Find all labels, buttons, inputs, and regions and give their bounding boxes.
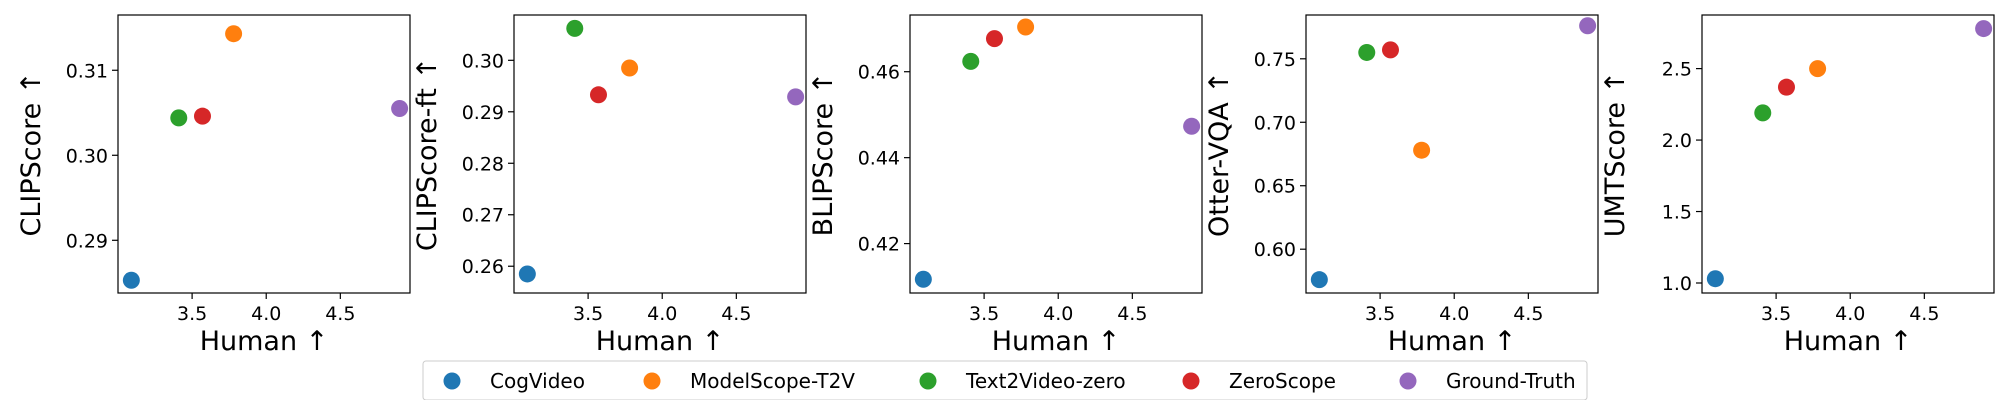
y-tick-label: 2.0: [1662, 130, 1692, 152]
panel-2: 3.5 4.0 4.5 0.26 0.27 0.28 0.29 0.30 Human ↑ CLIP…: [412, 14, 807, 357]
y-tick-label: 0.75: [1254, 49, 1296, 71]
y-tick-label: 0.44: [858, 148, 900, 170]
y-tick-label: 0.30: [462, 50, 504, 72]
y-tick-label: 1.0: [1662, 273, 1692, 295]
legend: CogVideo ModelScope-T2V Text2Video-zero Zer…: [422, 360, 1588, 400]
axes-frame: [909, 14, 1203, 294]
y-tick-label: 1.5: [1662, 202, 1692, 224]
axes-frame: [117, 14, 411, 294]
legend-marker: [643, 372, 661, 390]
point-zeroscope: [1777, 78, 1795, 96]
legend-label: CogVideo: [490, 369, 585, 393]
point-zeroscope: [1381, 41, 1399, 59]
axes-frame: [1305, 14, 1599, 294]
legend-entry-cogvideo: CogVideo: [443, 369, 585, 393]
x-tick-label: 4.0: [647, 303, 677, 325]
legend-entry-ground-truth: Ground-Truth: [1399, 369, 1576, 393]
point-ground-truth: [1183, 117, 1201, 135]
x-axis-label: Human ↑: [1784, 326, 1913, 357]
panel-1: 3.5 4.0 4.5 0.29 0.30 0.31 Human ↑ CLIPScore ↑: [16, 14, 411, 357]
x-tick-label: 4.5: [1513, 303, 1543, 325]
panel-5: 3.5 4.0 4.5 1.0 1.5 2.0 2.5 Human ↑ UMTScore ↑: [1600, 14, 1995, 357]
y-tick-label: 0.28: [462, 153, 504, 175]
x-axis-label: Human ↑: [1388, 326, 1517, 357]
y-tick-label: 0.29: [66, 230, 108, 252]
y-tick-label: 0.70: [1254, 112, 1296, 134]
point-cogvideo: [914, 270, 932, 288]
x-tick-label: 3.5: [1761, 303, 1791, 325]
point-ground-truth: [1975, 20, 1993, 38]
y-axis-label: BLIPScore ↑: [808, 72, 839, 237]
x-tick-label: 3.5: [573, 303, 603, 325]
point-text2video-zero: [962, 52, 980, 70]
point-ground-truth: [787, 88, 805, 106]
legend-marker: [443, 372, 461, 390]
y-tick-label: 0.30: [66, 145, 108, 167]
x-tick-label: 3.5: [1365, 303, 1395, 325]
point-text2video-zero: [1754, 104, 1772, 122]
x-axis-label: Human ↑: [200, 326, 329, 357]
x-tick-label: 4.5: [325, 303, 355, 325]
point-cogvideo: [1706, 270, 1724, 288]
y-tick-label: 0.26: [462, 256, 504, 278]
point-modelscope-t2v: [1809, 60, 1827, 78]
y-axis-label: CLIPScore-ft ↑: [412, 57, 443, 251]
legend-marker: [1182, 372, 1200, 390]
y-tick-label: 2.5: [1662, 59, 1692, 81]
point-cogvideo: [518, 265, 536, 283]
x-tick-label: 4.5: [721, 303, 751, 325]
panel-3: 3.5 4.0 4.5 0.42 0.44 0.46 Human ↑ BLIPScore ↑: [808, 14, 1203, 357]
point-zeroscope: [589, 86, 607, 104]
y-axis-label: UMTScore ↑: [1600, 71, 1631, 237]
legend-marker: [1399, 372, 1417, 390]
point-modelscope-t2v: [1017, 18, 1035, 36]
legend-entry-zeroscope: ZeroScope: [1182, 369, 1336, 393]
x-tick-label: 4.5: [1909, 303, 1939, 325]
point-ground-truth: [391, 100, 409, 118]
legend-marker: [919, 372, 937, 390]
x-tick-label: 4.0: [1439, 303, 1469, 325]
point-cogvideo: [122, 271, 140, 289]
legend-label: ModelScope-T2V: [690, 369, 855, 393]
y-tick-label: 0.29: [462, 102, 504, 124]
panel-4: 3.5 4.0 4.5 0.60 0.65 0.70 0.75 Human ↑ Otter-VQ…: [1204, 14, 1599, 357]
x-tick-label: 4.0: [251, 303, 281, 325]
y-tick-label: 0.60: [1254, 239, 1296, 261]
y-tick-label: 0.27: [462, 205, 504, 227]
point-ground-truth: [1579, 17, 1597, 35]
legend-entry-modelscope-t2v: ModelScope-T2V: [643, 369, 855, 393]
x-axis-label: Human ↑: [596, 326, 725, 357]
point-modelscope-t2v: [1413, 141, 1431, 159]
y-tick-label: 0.31: [66, 60, 108, 82]
x-tick-label: 4.0: [1043, 303, 1073, 325]
y-axis-label: Otter-VQA ↑: [1204, 71, 1235, 237]
y-axis-label: CLIPScore ↑: [16, 72, 47, 237]
legend-label: ZeroScope: [1229, 369, 1336, 393]
y-tick-label: 0.42: [858, 234, 900, 256]
point-modelscope-t2v: [621, 59, 639, 77]
point-cogvideo: [1310, 271, 1328, 289]
x-tick-label: 3.5: [177, 303, 207, 325]
point-modelscope-t2v: [225, 25, 243, 43]
point-text2video-zero: [566, 19, 584, 37]
point-text2video-zero: [170, 109, 188, 127]
legend-label: Ground-Truth: [1446, 369, 1576, 393]
x-tick-label: 4.5: [1117, 303, 1147, 325]
axes-frame: [1701, 14, 1995, 294]
legend-label: Text2Video-zero: [965, 369, 1126, 393]
x-tick-label: 3.5: [969, 303, 999, 325]
y-tick-label: 0.65: [1254, 176, 1296, 198]
point-text2video-zero: [1358, 43, 1376, 61]
y-tick-label: 0.46: [858, 62, 900, 84]
axes-frame: [513, 14, 807, 294]
x-tick-label: 4.0: [1835, 303, 1865, 325]
legend-frame: [422, 360, 1588, 400]
point-zeroscope: [985, 30, 1003, 48]
x-axis-label: Human ↑: [992, 326, 1121, 357]
point-zeroscope: [193, 107, 211, 125]
legend-entry-text2video-zero: Text2Video-zero: [919, 369, 1126, 393]
